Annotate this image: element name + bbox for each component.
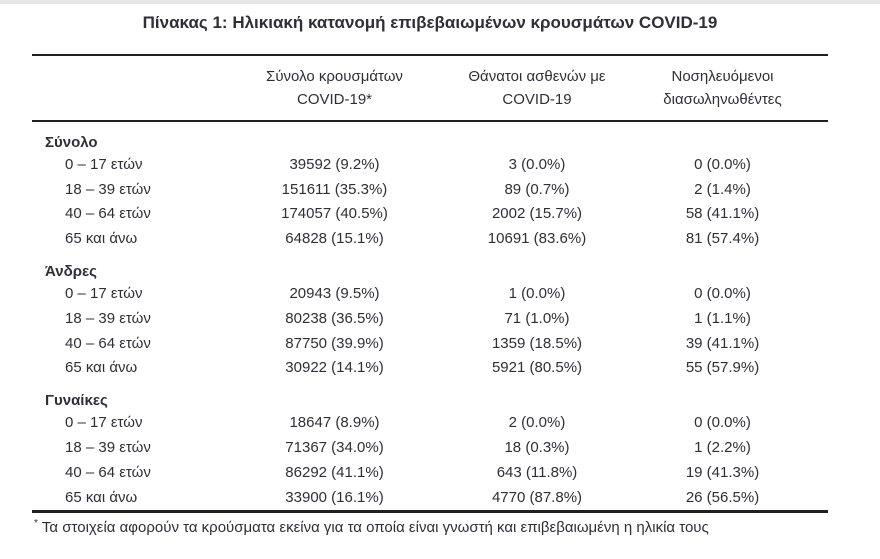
section-row: Γυναίκες [32,380,828,410]
table-body: Σύνολο 0 – 17 ετών 39592 (9.2%) 3 (0.0%) 0 (… [32,122,828,510]
cell-deaths: 18 (0.3%) [504,439,570,457]
column-header-intubated-line2: διασωληνωθέντες [663,91,782,108]
column-header-deaths: Θάνατοι ασθενών με COVID-19 [457,56,617,111]
row-label: 0 – 17 ετών [65,285,143,303]
cell-deaths: 4770 (87.8%) [491,488,583,506]
cell-intubated: 2 (1.4%) [694,180,751,198]
cell-intubated: 0 (0.0%) [694,414,751,432]
column-header-deaths-line1: Θάνατοι ασθενών με [468,68,606,85]
table-row: 40 – 64 ετών 86292 (41.1%) 643 (11.8%) 19 (… [32,460,828,485]
cell-intubated: 0 (0.0%) [694,155,751,173]
row-label: 0 – 17 ετών [65,414,143,432]
cell-cases: 71367 (34.0%) [285,439,384,457]
cell-cases: 86292 (41.1%) [285,463,384,481]
cell-cases: 64828 (15.1%) [285,230,384,248]
table-row: 18 – 39 ετών 151611 (35.3%) 89 (0.7%) 2 (1.… [32,177,828,202]
cell-intubated: 0 (0.0%) [694,285,751,303]
table-title: Πίνακας 1: Ηλικιακή κατανομή επιβεβαιωμέ… [142,13,718,32]
section-row: Άνδρες [32,251,828,281]
column-header-empty [32,56,212,65]
row-label: 40 – 64 ετών [65,463,151,481]
cell-deaths: 1359 (18.5%) [491,334,583,352]
cell-intubated: 26 (56.5%) [685,488,760,506]
section-row: Σύνολο [32,122,828,152]
cell-cases: 30922 (14.1%) [285,359,384,377]
column-header-cases-line1: Σύνολο κρουσμάτων [266,68,403,85]
cell-cases: 151611 (35.3%) [281,180,388,198]
cell-intubated: 1 (2.2%) [694,439,751,457]
cell-cases: 39592 (9.2%) [289,155,380,173]
cell-deaths: 71 (1.0%) [504,309,570,327]
cell-deaths: 89 (0.7%) [504,180,570,198]
cell-intubated: 81 (57.4%) [685,230,760,248]
page-top-edge [0,0,880,4]
section-label: Άνδρες [45,263,97,281]
table-row: 0 – 17 ετών 39592 (9.2%) 3 (0.0%) 0 (0.0%) [32,152,828,177]
column-header-intubated-line1: Νοσηλευόμενοι [671,68,774,85]
row-label: 40 – 64 ετών [65,334,151,352]
cell-cases: 33900 (16.1%) [285,488,384,506]
column-header-intubated: Νοσηλευόμενοι διασωληνωθέντες [617,56,828,111]
table-header-row: Σύνολο κρουσμάτων COVID-19* Θάνατοι ασθε… [32,56,828,122]
table-row: 18 – 39 ετών 80238 (36.5%) 71 (1.0%) 1 (1.1… [32,306,828,331]
column-header-cases-line2: COVID-19* [296,91,373,108]
cell-deaths: 2 (0.0%) [508,414,566,432]
section-label: Σύνολο [45,134,98,151]
cell-deaths: 2002 (15.7%) [491,205,583,223]
footnote: * Τα στοιχεία αφορούν τα κρούσματα εκείνα… [32,510,828,536]
cell-intubated: 58 (41.1%) [685,205,760,223]
cell-intubated: 39 (41.1%) [685,334,760,352]
cell-cases: 80238 (36.5%) [285,309,384,327]
row-label: 65 και άνω [65,359,138,377]
cell-cases: 87750 (39.9%) [285,334,384,352]
table-row: 40 – 64 ετών 174057 (40.5%) 2002 (15.7%) 58… [32,202,828,227]
row-label: 18 – 39 ετών [65,439,151,457]
covid-age-table: Σύνολο κρουσμάτων COVID-19* Θάνατοι ασθε… [32,54,828,510]
row-label: 65 και άνω [65,488,138,506]
column-header-deaths-line2: COVID-19 [502,91,572,108]
row-label: 18 – 39 ετών [65,309,151,327]
cell-intubated: 19 (41.3%) [685,463,760,481]
section-label: Γυναίκες [45,392,108,410]
footnote-asterisk: * [34,518,38,529]
row-label: 65 και άνω [65,230,138,248]
cell-deaths: 1 (0.0%) [508,285,566,303]
cell-deaths: 643 (11.8%) [496,463,578,481]
table-row: 65 και άνω 33900 (16.1%) 4770 (87.8%) 26 (5… [32,485,828,510]
cell-deaths: 5921 (80.5%) [491,359,583,377]
cell-deaths: 10691 (83.6%) [487,230,587,248]
footnote-text: Τα στοιχεία αφορούν τα κρούσματα εκείνα … [41,519,709,536]
table-row: 65 και άνω 30922 (14.1%) 5921 (80.5%) 55 (5… [32,356,828,381]
row-label: 0 – 17 ετών [65,155,143,173]
table-row: 18 – 39 ετών 71367 (34.0%) 18 (0.3%) 1 (2.2… [32,435,828,460]
row-label: 40 – 64 ετών [65,205,151,223]
cell-deaths: 3 (0.0%) [508,155,566,173]
cell-intubated: 1 (1.1%) [694,309,751,327]
table-row: 65 και άνω 64828 (15.1%) 10691 (83.6%) 81 (… [32,226,828,251]
row-label: 18 – 39 ετών [65,180,151,198]
cell-cases: 20943 (9.5%) [289,285,380,303]
column-header-cases: Σύνολο κρουσμάτων COVID-19* [212,56,457,111]
table-row: 0 – 17 ετών 18647 (8.9%) 2 (0.0%) 0 (0.0%) [32,410,828,435]
table-row: 40 – 64 ετών 87750 (39.9%) 1359 (18.5%) 39 … [32,331,828,356]
cell-cases: 174057 (40.5%) [281,205,388,223]
table-row: 0 – 17 ετών 20943 (9.5%) 1 (0.0%) 0 (0.0%) [32,281,828,306]
cell-cases: 18647 (8.9%) [289,414,380,432]
cell-intubated: 55 (57.9%) [685,359,760,377]
